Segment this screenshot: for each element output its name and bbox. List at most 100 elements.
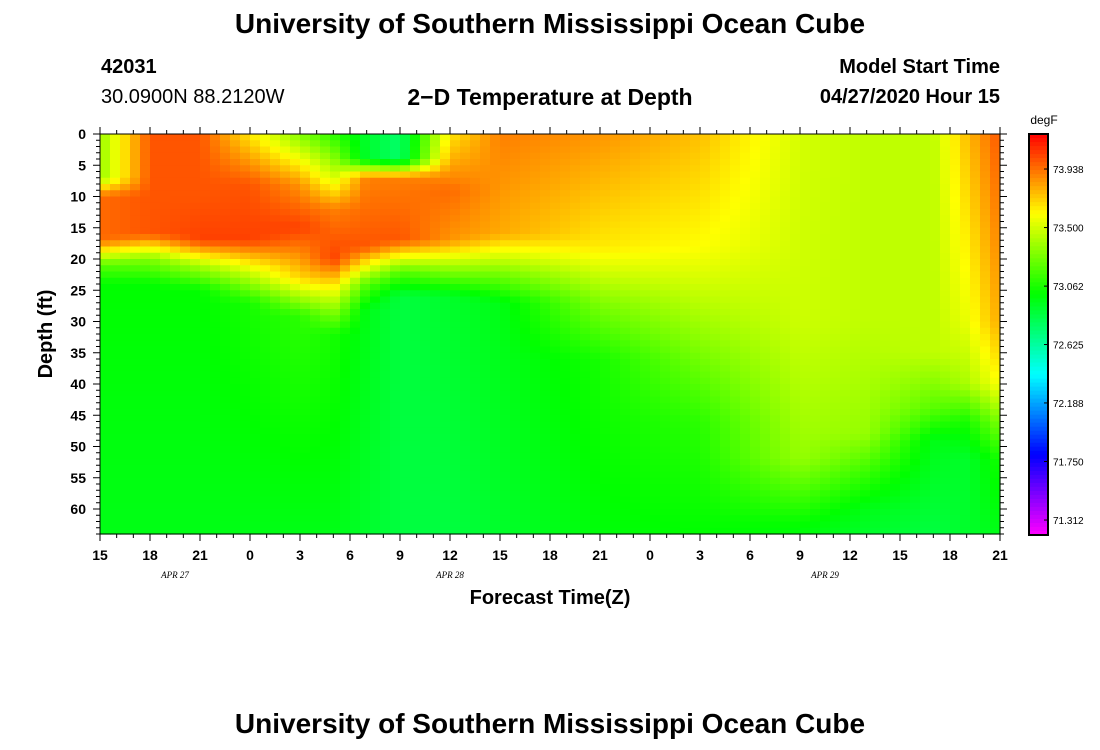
heatmap-cell — [380, 484, 391, 491]
heatmap-cell — [600, 502, 611, 510]
heatmap-cell — [620, 277, 631, 285]
heatmap-cell — [480, 265, 491, 273]
heatmap-cell — [620, 159, 631, 166]
heatmap-cell — [210, 246, 221, 254]
heatmap-cell — [560, 221, 571, 229]
heatmap-cell — [440, 327, 451, 335]
heatmap-cell — [310, 252, 321, 260]
heatmap-cell — [400, 252, 411, 260]
heatmap-cell — [200, 159, 211, 166]
heatmap-cell — [410, 527, 421, 535]
heatmap-cell — [410, 315, 421, 323]
heatmap-cell — [640, 165, 651, 173]
heatmap-cell — [450, 346, 461, 354]
heatmap-cell — [290, 215, 301, 223]
heatmap-cell — [680, 240, 691, 248]
heatmap-cell — [320, 190, 331, 198]
heatmap-cell — [550, 309, 561, 316]
heatmap-cell — [350, 265, 361, 273]
heatmap-cell — [320, 234, 331, 241]
heatmap-cell — [290, 227, 301, 235]
heatmap-cell — [340, 409, 351, 416]
heatmap-cell — [750, 146, 761, 154]
heatmap-cell — [430, 352, 441, 360]
heatmap-cell — [280, 277, 291, 285]
heatmap-cell — [420, 371, 431, 379]
heatmap-cell — [800, 240, 811, 248]
heatmap-cell — [220, 277, 231, 285]
heatmap-cell — [330, 315, 341, 323]
heatmap-cell — [830, 359, 841, 366]
heatmap-cell — [430, 415, 441, 423]
heatmap-cell — [300, 377, 311, 385]
heatmap-cell — [210, 190, 221, 198]
heatmap-cell — [410, 421, 421, 429]
heatmap-cell — [620, 509, 631, 516]
heatmap-cell — [330, 515, 341, 523]
heatmap-cell — [190, 446, 201, 454]
heatmap-cell — [760, 490, 771, 498]
heatmap-cell — [580, 196, 591, 204]
heatmap-cell — [100, 246, 111, 254]
heatmap-cell — [850, 184, 861, 191]
heatmap-cell — [760, 152, 771, 160]
heatmap-cell — [440, 421, 451, 429]
heatmap-cell — [620, 459, 631, 466]
heatmap-cell — [470, 402, 481, 410]
heatmap-cell — [660, 302, 671, 310]
heatmap-cell — [810, 196, 821, 204]
heatmap-cell — [240, 159, 251, 166]
heatmap-cell — [600, 165, 611, 173]
heatmap-cell — [190, 284, 201, 291]
heatmap-cell — [100, 477, 111, 485]
heatmap-cell — [250, 209, 261, 216]
heatmap-cell — [410, 184, 421, 191]
heatmap-cell — [410, 290, 421, 298]
heatmap-cell — [690, 515, 701, 523]
heatmap-cell — [110, 459, 121, 466]
heatmap-cell — [660, 477, 671, 485]
heatmap-cell — [190, 152, 201, 160]
heatmap-cell — [600, 377, 611, 385]
heatmap-cell — [870, 296, 881, 304]
heatmap-cell — [720, 421, 731, 429]
heatmap-cell — [590, 346, 601, 354]
heatmap-cell — [860, 265, 871, 273]
heatmap-cell — [630, 165, 641, 173]
heatmap-cell — [420, 309, 431, 316]
heatmap-cell — [200, 521, 211, 529]
heatmap-cell — [270, 471, 281, 479]
heatmap-cell — [780, 215, 791, 223]
heatmap-cell — [820, 521, 831, 529]
heatmap-cell — [550, 365, 561, 373]
heatmap-cell — [330, 146, 341, 154]
heatmap-cell — [130, 390, 141, 398]
heatmap-cell — [800, 509, 811, 516]
heatmap-cell — [670, 234, 681, 241]
heatmap-cell — [810, 521, 821, 529]
heatmap-cell — [800, 477, 811, 485]
heatmap-cell — [770, 134, 781, 141]
heatmap-cell — [670, 434, 681, 441]
heatmap-cell — [490, 340, 501, 348]
heatmap-cell — [790, 277, 801, 285]
heatmap-cell — [500, 140, 511, 148]
heatmap-cell — [490, 365, 501, 373]
heatmap-cell — [210, 521, 221, 529]
heatmap-cell — [180, 165, 191, 173]
heatmap-cell — [670, 377, 681, 385]
heatmap-cell — [150, 465, 161, 473]
heatmap-cell — [150, 252, 161, 260]
heatmap-cell — [440, 309, 451, 316]
heatmap-cell — [750, 402, 761, 410]
heatmap-cell — [770, 427, 781, 435]
heatmap-cell — [340, 371, 351, 379]
heatmap-cell — [750, 421, 761, 429]
heatmap-cell — [620, 196, 631, 204]
heatmap-cell — [290, 259, 301, 266]
heatmap-cell — [310, 502, 321, 510]
heatmap-cell — [740, 340, 751, 348]
heatmap-cell — [190, 202, 201, 210]
heatmap-cell — [250, 459, 261, 466]
heatmap-cell — [230, 521, 241, 529]
